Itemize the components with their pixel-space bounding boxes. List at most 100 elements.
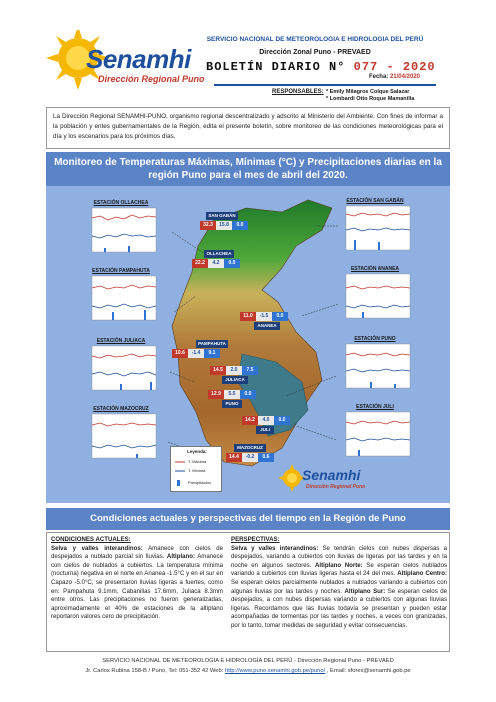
bulletin-number: 077 - 2020 xyxy=(353,60,436,74)
station-name: ESTACIÓN PAMPAHUTA xyxy=(92,268,150,274)
subheading: Selva y valles interandinos: xyxy=(231,544,319,552)
region-tag-ananea: ANANEA xyxy=(254,322,280,330)
logo-wordmark: Senamhi xyxy=(86,44,191,74)
subheading: Altiplano Norte: xyxy=(315,561,363,569)
footer-org: SERVICIO NACIONAL DE METEOROLOGÍA E HIDR… xyxy=(102,658,394,664)
tmax-value: 14.5 xyxy=(210,366,226,375)
legend-pp: Precipitación xyxy=(188,480,211,485)
current-conditions: CONDICIONES ACTUALES: Selva y valles int… xyxy=(51,536,223,622)
footer-contact: Jr. Carlos Rubina 158-B / Puno, Tel: 051… xyxy=(0,668,496,674)
station-chart-mazocruz: ESTACIÓN MAZOCRUZ xyxy=(84,406,158,468)
readout-ollachea: 22.2 4.2 0.0 xyxy=(192,259,240,268)
current-conditions-heading: CONDICIONES ACTUALES: xyxy=(51,536,131,543)
monitoring-section: Monitoreo de Temperaturas Máximas, Mínim… xyxy=(46,152,450,503)
current-conditions-text: Selva y valles interandinos: Amanece con… xyxy=(51,545,223,621)
station-name: ESTACIÓN PUNO xyxy=(354,336,396,342)
bulletin-header: Senamhi Dirección Regional Puno SERVICIO… xyxy=(0,0,496,104)
readout-juli: 14.2 4.0 0.0 xyxy=(242,416,290,425)
intro-paragraph: La Dirección Regional SENAMHI-PUNO, orga… xyxy=(46,107,450,149)
temperature-chart xyxy=(345,205,411,251)
temperature-chart xyxy=(91,275,157,321)
paragraph: Amanece con cielos de despejados a nubla… xyxy=(51,544,223,561)
station-chart-pampahuta: ESTACIÓN PAMPAHUTA xyxy=(84,268,158,330)
tmax-value: 11.0 xyxy=(240,312,256,321)
pp-value: 9.1 xyxy=(204,349,220,358)
paragraph: Se tendrán cielos con nubes dispersas a … xyxy=(231,544,448,569)
station-chart-puno: ESTACIÓN PUNO xyxy=(338,336,412,398)
subheading: Altiplano: xyxy=(166,553,196,561)
sun-logo-icon xyxy=(46,30,110,90)
legend-tmin: T. Mínima xyxy=(188,468,206,473)
subheading: Altiplano Centro: xyxy=(397,570,447,578)
readout-san-gaban: 32.3 15.8 0.0 xyxy=(200,221,248,230)
pp-value: 0.0 xyxy=(240,390,256,399)
region-tag-san-gaban: SAN GABÁN xyxy=(206,212,238,220)
tmin-value: -0.2 xyxy=(242,453,258,462)
map-area: ESTACIÓN OLLACHEA ESTACIÓN PAMPAHUTA EST… xyxy=(46,186,450,503)
legend-tmax: T. Máxima xyxy=(188,459,207,464)
subheading: Selva y valles interandinos: xyxy=(51,544,143,552)
perspectives-text: Selva y valles interandinos: Se tendrán … xyxy=(231,545,447,629)
temperature-chart xyxy=(345,411,411,457)
station-chart-ollachea: ESTACIÓN OLLACHEA xyxy=(84,200,158,262)
map-logo-wordmark: Senamhi xyxy=(302,467,361,483)
monitoring-title: Monitoreo de Temperaturas Máximas, Mínim… xyxy=(46,152,450,186)
zone-name: Dirección Zonal Puno - PREVAED xyxy=(259,49,371,56)
pp-value: 0.6 xyxy=(258,453,274,462)
map-legend: Leyenda: T. Máxima T. Mínima Precipitaci… xyxy=(170,446,222,492)
station-chart-juliaca: ESTACIÓN JULIACA xyxy=(84,338,158,400)
pp-value: 7.5 xyxy=(242,366,258,375)
legend-title: Leyenda: xyxy=(187,449,207,454)
station-chart-juli: ESTACIÓN JULI xyxy=(338,404,412,466)
pp-value: 0.0 xyxy=(232,221,248,230)
header-divider xyxy=(214,84,436,86)
responsable-2: * Lombardi Otto Roque Mamanilla xyxy=(326,96,415,102)
paragraph: Se esperan cielos parcialmente nublados … xyxy=(231,578,447,595)
tmax-value: 10.6 xyxy=(172,349,188,358)
logo-subtitle: Dirección Regional Puno xyxy=(98,74,205,84)
tmin-value: 15.8 xyxy=(216,221,232,230)
temperature-chart xyxy=(345,273,411,319)
tmin-value: -1.4 xyxy=(188,349,204,358)
tmin-value: 2.0 xyxy=(226,366,242,375)
conditions-title: Condiciones actuales y perspectivas del … xyxy=(46,508,450,530)
org-name: SERVICIO NACIONAL DE METEOROLOGIA E HIDR… xyxy=(206,36,424,43)
footer-web-link[interactable]: http://www.puno.senamhi.gob.pe/puno/ xyxy=(224,668,326,674)
legend-swatches xyxy=(175,461,185,486)
paragraph: Se esperan cielos de despejados, a con n… xyxy=(231,587,447,629)
conditions-box: CONDICIONES ACTUALES: Selva y valles int… xyxy=(46,532,450,652)
sun-logo-icon xyxy=(278,464,306,492)
station-chart-san-gaban: ESTACIÓN SAN GABÁN xyxy=(338,198,412,260)
tmin-value: 4.2 xyxy=(208,259,224,268)
temperature-chart xyxy=(91,207,157,253)
map-senamhi-logo: Senamhi Dirección Regional Puno xyxy=(278,462,365,498)
region-tag-juli: JULI xyxy=(256,426,274,434)
station-chart-ananea: ESTACIÓN ANANEA xyxy=(338,266,412,328)
region-tag-mazocruz: MAZOCRUZ xyxy=(234,444,266,452)
paragraph: Se esperan cielos nublados variando a cu… xyxy=(231,561,448,578)
tmin-value: 5.5 xyxy=(224,390,240,399)
perspectives-heading: PERSPECTIVAS: xyxy=(231,536,280,543)
date-label: Fecha: xyxy=(368,74,389,80)
station-name: ESTACIÓN MAZOCRUZ xyxy=(93,406,149,412)
tmax-value: 14.4 xyxy=(226,453,242,462)
region-tag-juliaca: JULIACA xyxy=(222,376,248,384)
tmax-value: 14.2 xyxy=(242,416,258,425)
station-name: ESTACIÓN JULI xyxy=(356,404,394,410)
readout-puno: 12.9 5.5 0.0 xyxy=(208,390,256,399)
tmin-value: 4.0 xyxy=(258,416,274,425)
org-info: SERVICIO NACIONAL DE METEOROLOGIA E HIDR… xyxy=(206,30,435,98)
readout-pampahuta: 10.6 -1.4 9.1 xyxy=(172,349,220,358)
responsables-label: RESPONSABLES: xyxy=(272,89,324,95)
pp-value: 0.0 xyxy=(224,259,240,268)
region-tag-ollachea: OLLACHEA xyxy=(204,250,234,258)
paragraph: Amanece con cielos de nublados a cubiert… xyxy=(51,553,223,621)
footer-email: , Email: sfores@senamhi.gob.pe xyxy=(325,668,411,674)
temperature-chart xyxy=(91,413,157,459)
station-name: ESTACIÓN ANANEA xyxy=(350,266,400,272)
station-name: ESTACIÓN OLLACHEA xyxy=(93,200,149,206)
bulletin-title: BOLETÍN DIARIO N° 077 - 2020 xyxy=(206,60,435,74)
station-name: ESTACIÓN SAN GABÁN xyxy=(346,198,404,204)
date-value: 21/04/2020 xyxy=(389,74,420,80)
pp-value: 0.0 xyxy=(274,416,290,425)
